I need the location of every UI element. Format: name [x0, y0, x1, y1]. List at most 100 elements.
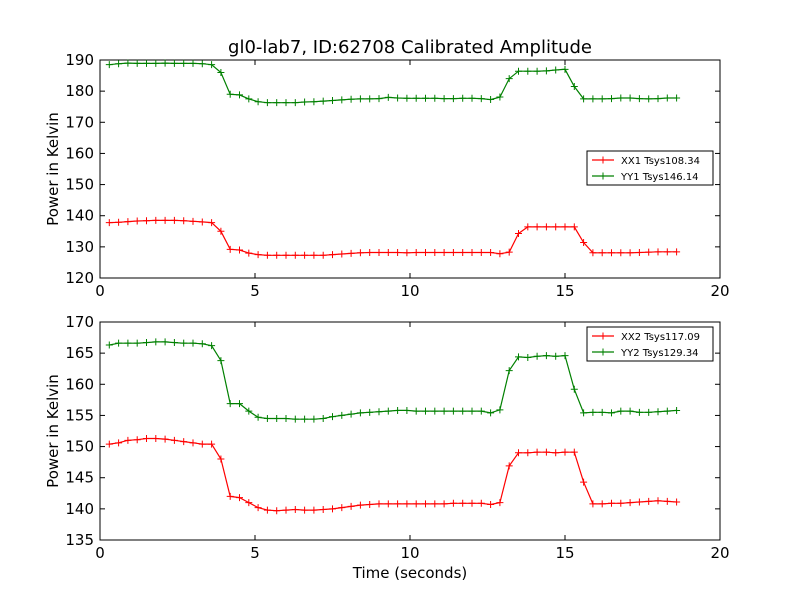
- data-point: [394, 248, 402, 256]
- data-point: [254, 98, 262, 106]
- data-point: [589, 249, 597, 257]
- legend-marker: [599, 332, 607, 340]
- data-point: [301, 506, 309, 514]
- data-point: [291, 505, 299, 513]
- y-tick-label: 170: [65, 313, 94, 331]
- x-tick-label: 5: [250, 544, 260, 562]
- data-point: [282, 251, 290, 259]
- data-point: [180, 438, 188, 446]
- data-point: [403, 406, 411, 414]
- data-point: [552, 223, 560, 231]
- x-tick-label: 20: [710, 544, 729, 562]
- data-point: [635, 248, 643, 256]
- data-point: [459, 94, 467, 102]
- data-point: [236, 400, 243, 408]
- data-point: [161, 216, 169, 224]
- data-point: [422, 500, 429, 508]
- data-point: [403, 249, 411, 257]
- data-point: [487, 248, 495, 256]
- data-point: [645, 95, 653, 103]
- data-point: [608, 409, 615, 417]
- data-point: [180, 59, 188, 67]
- legend-label: XX1 Tsys108.34: [621, 156, 700, 167]
- data-point: [505, 367, 513, 375]
- data-point: [412, 248, 420, 256]
- data-point: [208, 219, 216, 227]
- data-point: [161, 338, 169, 346]
- data-point: [263, 99, 271, 107]
- data-point: [561, 65, 569, 73]
- data-point: [152, 216, 160, 224]
- data-point: [626, 407, 634, 415]
- data-point: [338, 250, 346, 258]
- data-point: [217, 68, 225, 76]
- data-point: [459, 499, 467, 507]
- y-tick-label: 145: [65, 469, 94, 487]
- data-point: [273, 99, 281, 107]
- data-point: [533, 67, 541, 75]
- data-point: [217, 357, 225, 365]
- data-point: [189, 217, 197, 225]
- data-point: [375, 248, 383, 256]
- y-tick-label: 170: [65, 113, 94, 131]
- data-point: [189, 439, 197, 447]
- data-point: [356, 249, 364, 257]
- data-point: [403, 94, 411, 102]
- data-point: [236, 91, 243, 99]
- data-point: [654, 497, 662, 505]
- data-point: [263, 415, 271, 423]
- data-point: [440, 248, 448, 256]
- data-point: [673, 248, 681, 256]
- data-point: [663, 94, 671, 102]
- legend-label: YY1 Tsys146.14: [620, 172, 699, 183]
- data-point: [561, 223, 569, 231]
- data-point: [663, 248, 671, 256]
- data-point: [310, 98, 318, 106]
- data-point: [645, 248, 653, 256]
- data-point: [468, 248, 476, 256]
- x-tick-label: 10: [400, 282, 419, 300]
- data-point: [524, 449, 532, 457]
- data-point: [115, 339, 123, 347]
- data-point: [226, 400, 234, 408]
- data-point: [449, 407, 457, 415]
- data-point: [654, 95, 662, 103]
- y-axis-label: Power in Kelvin: [44, 374, 62, 488]
- data-point: [468, 407, 476, 415]
- y-tick-label: 180: [65, 82, 94, 100]
- data-point: [338, 504, 346, 512]
- data-point: [533, 448, 541, 456]
- data-point: [143, 59, 150, 67]
- data-point: [570, 82, 578, 90]
- data-point: [477, 407, 485, 415]
- x-tick-label: 0: [95, 282, 105, 300]
- data-point: [226, 90, 234, 98]
- data-point: [412, 500, 420, 508]
- data-point: [356, 501, 364, 509]
- data-point: [198, 340, 206, 348]
- data-point: [124, 59, 132, 67]
- data-point: [208, 440, 216, 448]
- legend-label: YY2 Tsys129.34: [620, 348, 699, 359]
- data-point: [105, 61, 113, 69]
- data-point: [431, 94, 439, 102]
- data-point: [143, 434, 150, 442]
- data-point: [366, 500, 374, 508]
- data-point: [263, 506, 271, 514]
- data-point: [477, 248, 485, 256]
- data-point: [617, 249, 625, 257]
- data-point: [626, 249, 634, 257]
- data-point: [338, 411, 346, 419]
- x-tick-label: 0: [95, 544, 105, 562]
- data-point: [533, 223, 541, 231]
- data-point: [291, 251, 299, 259]
- data-point: [319, 505, 327, 513]
- data-point: [170, 339, 178, 347]
- data-point: [319, 251, 327, 259]
- data-point: [161, 59, 169, 67]
- data-point: [542, 448, 550, 456]
- data-point: [189, 339, 197, 347]
- y-axis-label: Power in Kelvin: [44, 112, 62, 226]
- data-point: [580, 478, 588, 486]
- x-tick-label: 5: [250, 282, 260, 300]
